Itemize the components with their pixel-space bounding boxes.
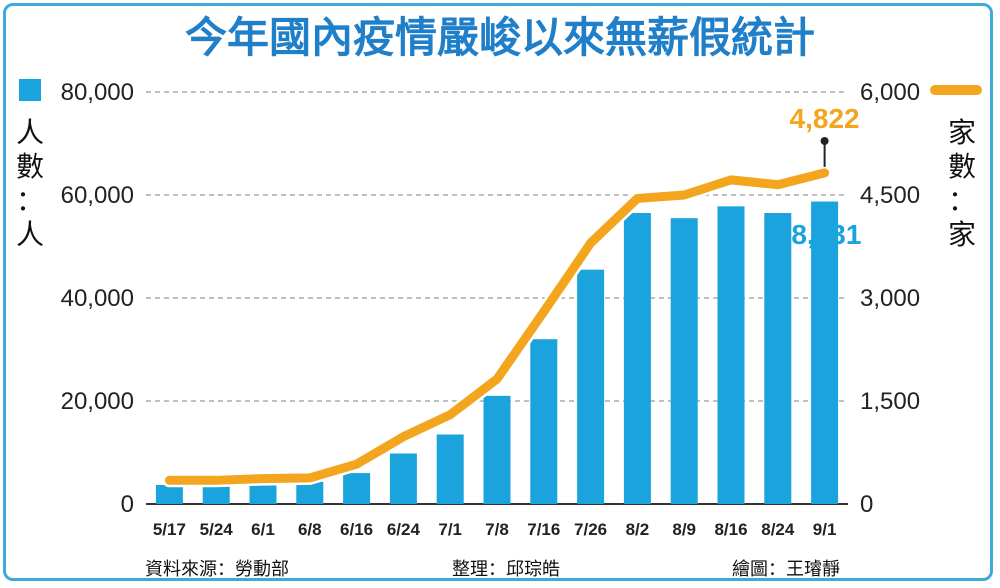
right-tick-label: 4,500	[860, 182, 920, 209]
right-axis-ticks: 0 1,500 3,000 4,500 6,000	[860, 79, 920, 518]
x-tick-label: 6/8	[298, 520, 322, 539]
x-tick-label: 7/26	[574, 520, 607, 539]
bar-6/1	[249, 482, 277, 504]
bar-7/8	[483, 395, 511, 504]
left-axis-unit-label: 人數：人	[16, 116, 44, 251]
bar-5/24	[202, 484, 230, 504]
right-unit-text: 家數：家	[948, 116, 976, 251]
bar-series	[155, 201, 839, 505]
bar-7/1	[436, 434, 464, 504]
right-tick-label: 6,000	[860, 79, 920, 106]
bar-legend-swatch	[19, 79, 41, 101]
left-axis-ticks: 0 20,000 40,000 60,000 80,000	[61, 79, 134, 518]
bar-9/1	[811, 201, 839, 505]
bar-7/26	[577, 269, 605, 504]
bar-8/9	[670, 218, 698, 505]
bar-8/2	[623, 213, 651, 504]
annotation-leader-dot	[820, 137, 829, 145]
x-tick-label: 6/1	[251, 520, 275, 539]
credit-editor: 整理：邱琮皓	[452, 559, 560, 580]
bar-6/8	[296, 481, 324, 504]
left-tick-label: 40,000	[61, 285, 134, 312]
right-axis-unit-label: 家數：家	[948, 116, 976, 251]
x-tick-label: 9/1	[813, 520, 837, 539]
bar-7/16	[530, 339, 558, 504]
x-tick-label: 5/24	[200, 520, 234, 539]
left-unit-text: 人數：人	[16, 116, 44, 251]
x-tick-label: 7/16	[527, 520, 560, 539]
credit-source: 資料來源：勞動部	[145, 559, 289, 580]
x-tick-label: 6/16	[340, 520, 373, 539]
bar-6/24	[389, 453, 417, 504]
bar-8/24	[764, 213, 792, 504]
chart-title: 今年國內疫情嚴峻以來無薪假統計	[185, 13, 815, 62]
credit-artist: 繪圖：王璿靜	[732, 559, 840, 580]
x-tick-label: 8/9	[672, 520, 696, 539]
x-tick-label: 7/1	[438, 520, 462, 539]
right-tick-label: 3,000	[860, 285, 920, 312]
line-path	[164, 168, 830, 485]
x-tick-label: 5/17	[153, 520, 186, 539]
line-last-value-label: 4,822	[790, 103, 860, 134]
x-tick-label: 8/16	[714, 520, 747, 539]
line-series	[162, 165, 832, 488]
bar-6/16	[343, 473, 371, 504]
x-tick-label: 8/24	[761, 520, 795, 539]
x-tick-label: 6/24	[387, 520, 421, 539]
left-tick-label: 60,000	[61, 182, 134, 209]
bar-5/17	[155, 484, 183, 504]
right-tick-label: 1,500	[860, 388, 920, 415]
bar-last-value-label: 58,731	[776, 219, 862, 250]
x-tick-label: 7/8	[485, 520, 509, 539]
left-tick-label: 20,000	[61, 388, 134, 415]
left-tick-label: 0	[121, 491, 134, 518]
x-tick-label: 8/2	[626, 520, 650, 539]
annotations: 4,822 58,731	[776, 103, 862, 250]
right-tick-label: 0	[860, 491, 873, 518]
x-axis-ticks: 5/17 5/24 6/1 6/8 6/16 6/24 7/1 7/8 7/16 7/26 8/2 8…	[153, 520, 837, 539]
left-tick-label: 80,000	[61, 79, 134, 106]
bar-8/16	[717, 206, 745, 504]
